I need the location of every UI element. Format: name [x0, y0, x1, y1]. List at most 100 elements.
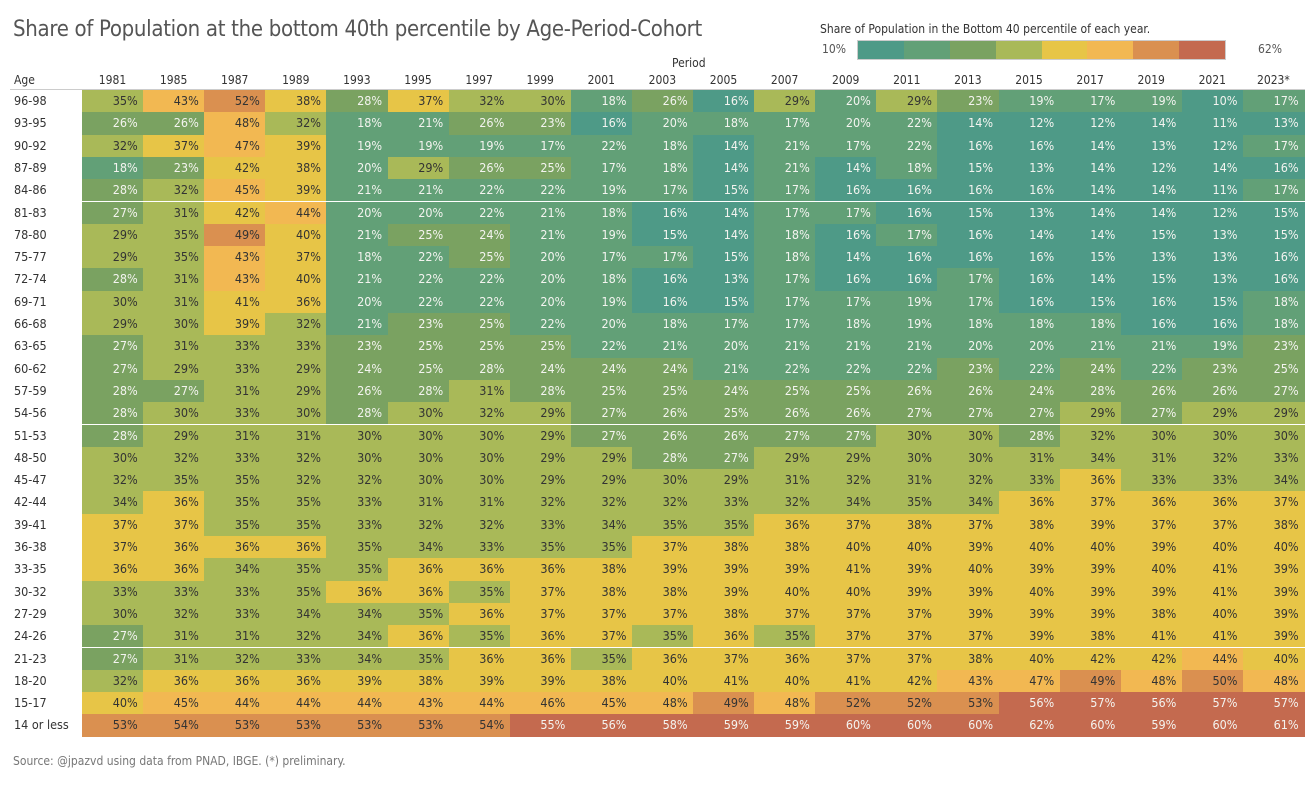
heatmap-cell: 24%: [570, 357, 633, 380]
legend-swatch: [949, 41, 996, 59]
y-tick-label: 78-80: [14, 226, 47, 242]
y-tick-label: 81-83: [14, 204, 47, 220]
heatmap-cell: 33%: [265, 335, 327, 358]
heatmap-cell: 21%: [326, 268, 389, 291]
heatmap-cell: 30%: [143, 313, 205, 336]
heatmap-cell: 33%: [265, 647, 327, 670]
x-tick-label: 2003: [648, 73, 677, 87]
heatmap-cell: 36%: [82, 558, 144, 581]
heatmap-cell: 14%: [1059, 223, 1122, 247]
heatmap-cell: 12%: [1059, 112, 1122, 135]
heatmap-cell: 16%: [693, 90, 755, 113]
y-tick-label: 90-92: [14, 137, 47, 153]
heatmap-cell: 34%: [326, 625, 389, 648]
heatmap-cell: 22%: [448, 268, 511, 291]
heatmap-cell: 39%: [1059, 602, 1122, 626]
heatmap-cell: 47%: [998, 669, 1061, 693]
heatmap-cell: 28%: [509, 379, 572, 403]
heatmap-cell: 17%: [754, 179, 816, 202]
heatmap-cell: 36%: [509, 647, 572, 670]
heatmap-cell: 30%: [1242, 424, 1305, 447]
heatmap-cell: 35%: [509, 536, 572, 559]
heatmap-cell: 18%: [82, 156, 144, 180]
heatmap-cell: 16%: [631, 268, 694, 291]
heatmap-cell: 39%: [1059, 513, 1122, 536]
heatmap-cell: 22%: [387, 268, 450, 291]
heatmap-cell: 14%: [815, 156, 877, 180]
heatmap-cell: 14%: [1120, 179, 1183, 202]
heatmap-cell: 20%: [631, 112, 694, 135]
heatmap-cell: 15%: [693, 179, 755, 202]
heatmap-cell: 20%: [570, 313, 633, 336]
heatmap-cell: 24%: [998, 379, 1061, 403]
heatmap-cell: 14%: [693, 223, 755, 247]
y-tick-label: 27-29: [14, 605, 47, 621]
heatmap-cell: 34%: [204, 558, 266, 581]
x-tick-label: 2007: [770, 73, 799, 87]
heatmap-cell: 21%: [326, 179, 389, 202]
heatmap-cell: 30%: [1181, 424, 1244, 447]
y-tick-label: 45-47: [14, 472, 47, 488]
x-tick-label: 2009: [831, 73, 860, 87]
heatmap-cell: 17%: [754, 290, 816, 313]
heatmap-cell: 37%: [570, 602, 633, 626]
heatmap-cell: 14%: [1059, 268, 1122, 291]
heatmap-cell: 43%: [204, 268, 266, 291]
y-tick-label: 87-89: [14, 159, 47, 175]
heatmap-cell: 43%: [937, 669, 1000, 693]
heatmap-cell: 38%: [570, 669, 633, 693]
heatmap-cell: 32%: [631, 491, 694, 514]
heatmap-cell: 14%: [1120, 112, 1183, 135]
heatmap-cell: 31%: [387, 491, 450, 514]
heatmap-cell: 33%: [204, 335, 266, 358]
legend-max-label: 62%: [1258, 42, 1282, 56]
heatmap-cell: 15%: [1242, 201, 1305, 224]
heatmap-cell: 39%: [1242, 580, 1305, 603]
heatmap-cell: 41%: [1181, 558, 1244, 581]
heatmap-cell: 29%: [570, 469, 633, 492]
heatmap-cell: 18%: [693, 112, 755, 135]
heatmap-cell: 41%: [815, 669, 877, 693]
heatmap-cell: 43%: [387, 692, 450, 715]
heatmap-cell: 44%: [265, 201, 327, 224]
heatmap-cell: 41%: [815, 558, 877, 581]
heatmap-cell: 18%: [570, 90, 633, 113]
heatmap-cell: 57%: [1242, 692, 1305, 715]
heatmap-cell: 32%: [509, 491, 572, 514]
heatmap-cell: 36%: [265, 290, 327, 313]
heatmap-cell: 21%: [876, 335, 938, 358]
heatmap-cell: 28%: [82, 179, 144, 202]
heatmap-cell: 41%: [1181, 580, 1244, 603]
heatmap-cell: 30%: [937, 424, 1000, 447]
y-tick-label: 96-98: [14, 93, 47, 108]
heatmap-cell: 35%: [693, 513, 755, 536]
heatmap-cell: 31%: [204, 379, 266, 403]
heatmap-cell: 17%: [631, 246, 694, 269]
heatmap-cell: 40%: [754, 580, 816, 603]
heatmap-cell: 31%: [204, 625, 266, 648]
heatmap-cell: 37%: [143, 513, 205, 536]
heatmap-cell: 34%: [326, 647, 389, 670]
heatmap-cell: 40%: [998, 647, 1061, 670]
x-tick-label: 1981: [98, 73, 127, 87]
heatmap-cell: 30%: [1120, 424, 1183, 447]
heatmap-cell: 32%: [265, 112, 327, 135]
heatmap-cell: 21%: [326, 313, 389, 336]
heatmap-cell: 17%: [1242, 134, 1305, 157]
heatmap-cell: 14%: [1059, 134, 1122, 157]
heatmap-cell: 33%: [448, 536, 511, 559]
heatmap-cell: 35%: [143, 246, 205, 269]
heatmap-cell: 17%: [754, 268, 816, 291]
heatmap-cell: 23%: [509, 112, 572, 135]
heatmap-cell: 32%: [570, 491, 633, 514]
heatmap-cell: 18%: [631, 156, 694, 180]
heatmap-cell: 33%: [1242, 446, 1305, 470]
heatmap-cell: 36%: [143, 558, 205, 581]
heatmap-cell: 32%: [265, 625, 327, 648]
y-tick-label: 36-38: [14, 539, 47, 554]
heatmap-cell: 30%: [82, 602, 144, 626]
heatmap-cell: 59%: [754, 714, 816, 737]
heatmap-cell: 25%: [448, 246, 511, 269]
heatmap-cell: 60%: [937, 714, 1000, 737]
heatmap-cell: 21%: [326, 223, 389, 247]
